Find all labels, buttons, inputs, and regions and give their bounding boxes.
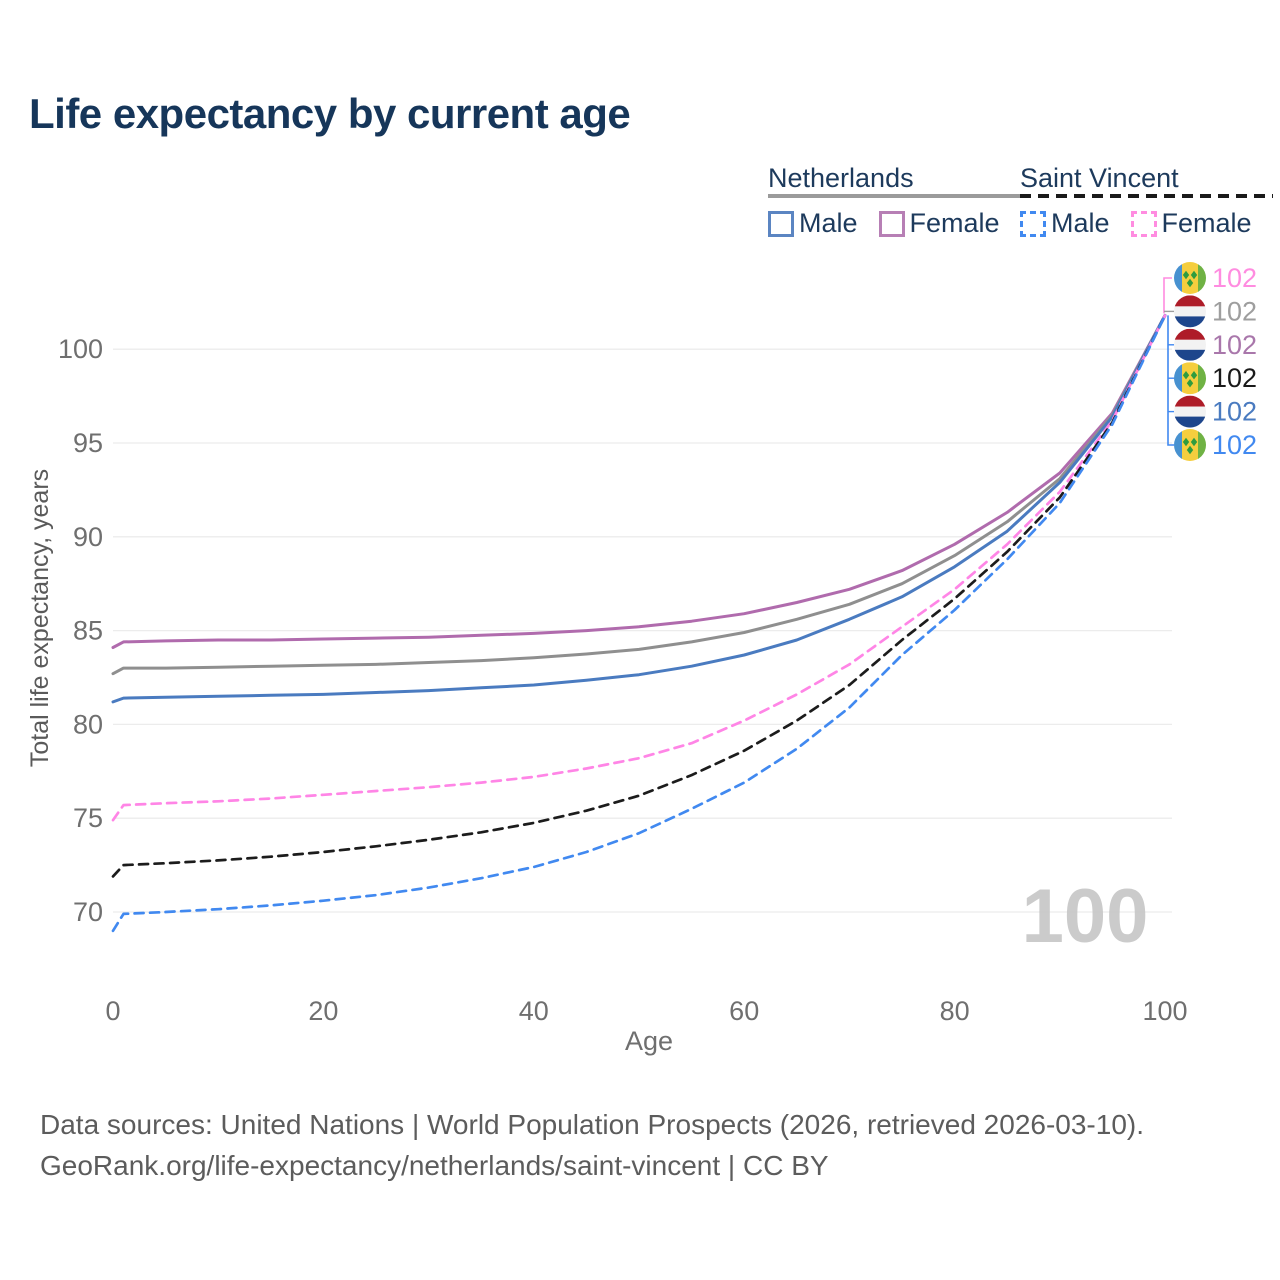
legend-item-saint-vincent-female[interactable]: Female [1130, 208, 1252, 239]
flag-diamond [1186, 445, 1194, 455]
end-label-value: 102 [1212, 330, 1257, 360]
series-line-saint-vincent [111, 314, 1167, 878]
flag-diamond [1182, 371, 1190, 380]
x-tick-label: 40 [519, 996, 549, 1026]
legend-group-saint-vincent: Saint Vincent Male Female [1020, 163, 1273, 239]
flag-diamond [1186, 278, 1194, 288]
x-tick-label: 0 [105, 996, 120, 1026]
flag-icon-netherlands [1174, 295, 1206, 328]
flag-icon-saint-vincent [1174, 429, 1206, 461]
flag-diamond [1186, 379, 1194, 388]
footer-attribution-line: GeoRank.org/life-expectancy/netherlands/… [40, 1150, 829, 1181]
legend-item-netherlands-female[interactable]: Female [878, 208, 1000, 239]
end-label-value: 102 [1212, 363, 1257, 393]
end-label-saint-vincent-female: 102 [1174, 262, 1257, 294]
x-tick-label: 80 [940, 996, 970, 1026]
series-line-netherlands-female [111, 313, 1167, 649]
netherlands-male-swatch-icon [768, 210, 794, 237]
flag-diamond [1182, 437, 1190, 447]
flag-diamond [1190, 371, 1198, 380]
y-tick-label: 85 [73, 616, 103, 646]
connector-bottom [1167, 315, 1174, 446]
page-title: Life expectancy by current age [29, 90, 631, 137]
end-label-value: 102 [1212, 397, 1257, 427]
series-line-saint-vincent-female [111, 314, 1167, 822]
x-tick-label: 100 [1142, 996, 1187, 1026]
end-label-connectors [1163, 277, 1174, 446]
legend-item-saint-vincent-male[interactable]: Male [1020, 208, 1110, 239]
x-axis-label: Age [625, 1026, 673, 1056]
flag-icon-saint-vincent [1174, 362, 1206, 395]
legend-group-title-netherlands: Netherlands [768, 163, 914, 193]
end-label-saint-vincent: 102 [1174, 362, 1257, 395]
y-tick-label: 70 [73, 897, 103, 927]
end-label-saint-vincent-male: 102 [1174, 429, 1257, 461]
watermark-age: 100 [1022, 874, 1149, 959]
legend-line-sample-netherlands [768, 194, 1021, 198]
y-tick-label: 75 [73, 803, 103, 833]
y-tick-label: 90 [73, 522, 103, 552]
legend-label-netherlands-female: Female [909, 208, 1000, 238]
saint-vincent-female-swatch-icon [1130, 210, 1157, 237]
end-label-netherlands: 102 [1174, 295, 1257, 328]
legend-item-netherlands-male[interactable]: Male [768, 208, 858, 239]
legend-label-netherlands-male: Male [799, 208, 858, 238]
saint-vincent-male-swatch-icon [1020, 210, 1046, 237]
end-label-netherlands-male: 102 [1174, 395, 1257, 428]
y-tick-label: 95 [73, 428, 103, 458]
flag-icon-netherlands [1174, 328, 1206, 361]
legend-group-title-saint-vincent: Saint Vincent [1020, 163, 1179, 193]
y-tick-label: 80 [73, 709, 103, 739]
netherlands-female-swatch-icon [878, 210, 905, 237]
legend-group-netherlands: Netherlands Male Female [768, 163, 1021, 239]
chart-footer: Data sources: United Nations | World Pop… [40, 1104, 1144, 1186]
y-axis-label: Total life expectancy, years [26, 469, 54, 767]
flag-diamond [1190, 437, 1198, 447]
end-label-value: 102 [1212, 296, 1257, 326]
end-label-netherlands-female: 102 [1174, 328, 1257, 361]
footer-source-line: Data sources: United Nations | World Pop… [40, 1109, 1145, 1140]
gridlines [113, 348, 1172, 913]
connector-top [1163, 277, 1172, 314]
legend-label-saint-vincent-female: Female [1161, 208, 1252, 238]
x-tick-label: 20 [308, 996, 338, 1026]
x-tick-label: 60 [729, 996, 759, 1026]
flag-diamond [1182, 270, 1190, 280]
series-line-netherlands [111, 313, 1167, 676]
y-tick-label: 100 [58, 334, 103, 364]
end-label-value: 102 [1212, 263, 1257, 293]
series-line-saint-vincent-male [111, 314, 1167, 933]
legend-label-saint-vincent-male: Male [1051, 208, 1110, 238]
flag-icon-saint-vincent [1174, 262, 1206, 294]
legend-line-sample-saint-vincent [1020, 194, 1273, 198]
end-label-value: 102 [1212, 430, 1257, 460]
series-line-netherlands-male [111, 313, 1167, 704]
flag-icon-netherlands [1174, 395, 1206, 428]
flag-diamond [1190, 270, 1198, 280]
